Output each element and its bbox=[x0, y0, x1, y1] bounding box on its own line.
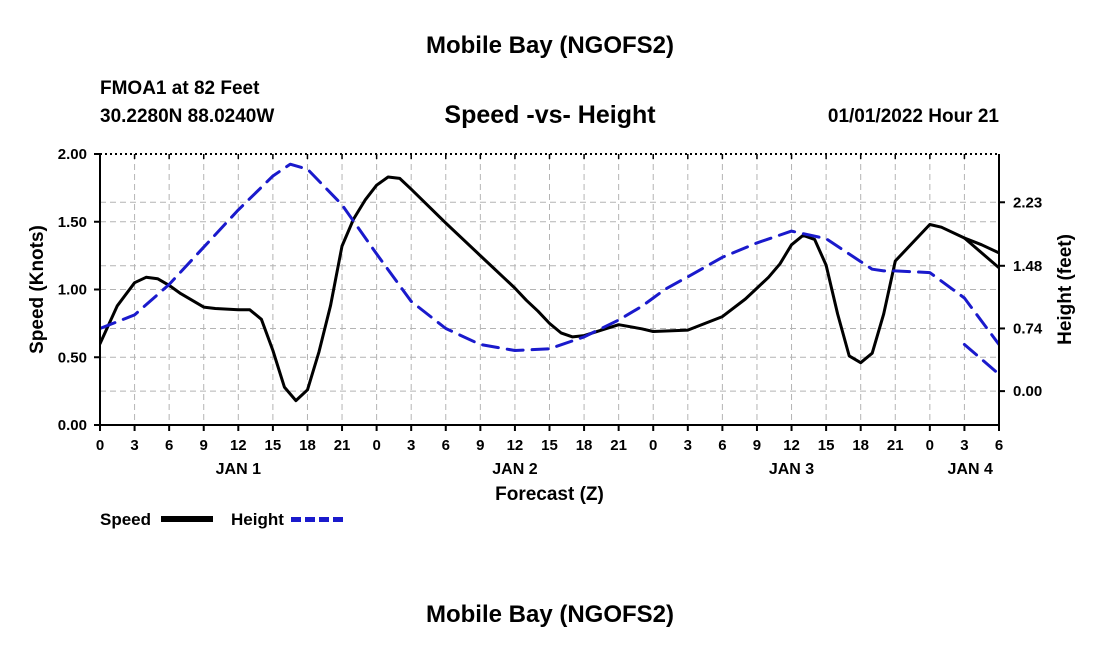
x-tick-label: 9 bbox=[200, 437, 208, 454]
y2-tick-label: 2.23 bbox=[1013, 194, 1042, 211]
x-tick-label: 21 bbox=[887, 437, 904, 454]
y-tick-label: 1.00 bbox=[58, 282, 87, 299]
x-tick-label: 18 bbox=[852, 437, 869, 454]
x-tick-label: 6 bbox=[165, 437, 173, 454]
x-day-label: JAN 1 bbox=[216, 461, 261, 478]
y2-tick-label: 0.00 bbox=[1013, 383, 1042, 400]
x-tick-label: 0 bbox=[926, 437, 934, 454]
x-tick-label: 6 bbox=[718, 437, 726, 454]
x-tick-label: 21 bbox=[334, 437, 351, 454]
x-tick-label: 9 bbox=[753, 437, 761, 454]
x-tick-label: 0 bbox=[372, 437, 380, 454]
x-tick-label: 15 bbox=[541, 437, 558, 454]
legend-height-swatch bbox=[291, 517, 343, 522]
x-tick-label: 12 bbox=[507, 437, 524, 454]
x-tick-label: 18 bbox=[576, 437, 593, 454]
y2-axis-title: Height (feet) bbox=[1055, 234, 1076, 345]
legend-speed-swatch bbox=[161, 516, 213, 522]
legend-height-label: Height bbox=[231, 510, 284, 529]
x-tick-label: 15 bbox=[265, 437, 282, 454]
x-day-label: JAN 2 bbox=[492, 461, 537, 478]
x-day-label: JAN 4 bbox=[948, 461, 993, 478]
x-day-label: JAN 3 bbox=[769, 461, 814, 478]
x-tick-label: 9 bbox=[476, 437, 484, 454]
y2-tick-label: 0.74 bbox=[1013, 320, 1043, 337]
y-tick-label: 0.00 bbox=[58, 417, 87, 434]
chart-subtitle: Speed -vs- Height bbox=[444, 101, 656, 129]
x-tick-label: 3 bbox=[684, 437, 692, 454]
y-tick-label: 1.50 bbox=[58, 214, 87, 231]
series-line-height bbox=[100, 162, 999, 352]
legend-speed-label: Speed bbox=[100, 510, 152, 529]
chart-title-repeat: Mobile Bay (NGOFS2) bbox=[425, 601, 675, 628]
x-tick-label: 6 bbox=[995, 437, 1003, 454]
x-tick-label: 3 bbox=[407, 437, 415, 454]
x-tick-label: 12 bbox=[783, 437, 800, 454]
y-tick-label: 2.00 bbox=[58, 146, 87, 163]
x-tick-label: 0 bbox=[96, 437, 104, 454]
y-tick-label: 0.50 bbox=[58, 349, 87, 366]
x-tick-label: 0 bbox=[649, 437, 657, 454]
x-tick-label: 6 bbox=[442, 437, 450, 454]
x-tick-label: 15 bbox=[818, 437, 835, 454]
x-tick-label: 3 bbox=[130, 437, 138, 454]
chart-title: Mobile Bay (NGOFS2) bbox=[425, 32, 675, 59]
station-coordinates: 30.2280N 88.0240W bbox=[100, 106, 275, 127]
x-tick-label: 18 bbox=[299, 437, 316, 454]
x-tick-label: 3 bbox=[960, 437, 968, 454]
x-tick-label: 12 bbox=[230, 437, 247, 454]
series-line-height-continued bbox=[962, 343, 999, 376]
series-line-speed bbox=[100, 175, 999, 403]
x-tick-label: 21 bbox=[610, 437, 627, 454]
station-label: FMOA1 at 82 Feet bbox=[100, 78, 260, 99]
y2-tick-label: 1.48 bbox=[1013, 258, 1042, 275]
series-line-speed-continued bbox=[962, 236, 999, 255]
forecast-datetime: 01/01/2022 Hour 21 bbox=[827, 106, 999, 127]
y-axis-title: Speed (Knots) bbox=[27, 225, 48, 354]
x-axis-title: Forecast (Z) bbox=[495, 484, 604, 505]
